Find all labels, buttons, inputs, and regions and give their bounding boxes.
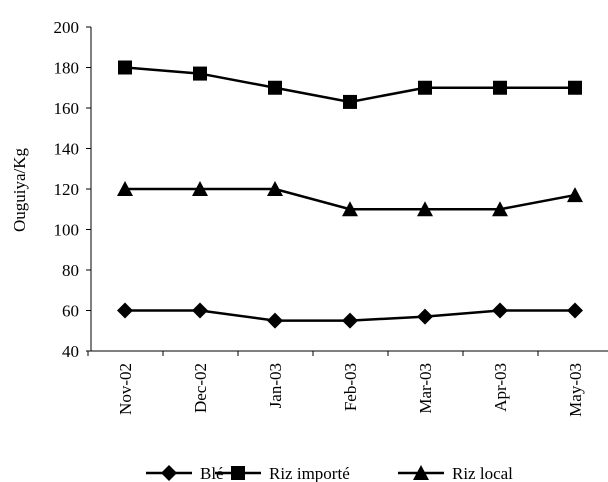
legend-marker [231, 466, 245, 480]
data-point [193, 66, 207, 81]
y-tick-label: 60 [62, 302, 79, 321]
y-tick-label: 160 [54, 99, 80, 118]
data-point [192, 302, 208, 319]
data-point [117, 302, 133, 319]
legend-marker [413, 465, 429, 480]
legend-marker [161, 465, 177, 481]
legend-label: Riz importé [269, 464, 350, 482]
data-point [342, 312, 358, 329]
data-point [567, 187, 583, 203]
x-tick-label: Apr-03 [491, 363, 510, 412]
data-point [192, 181, 208, 196]
data-point [267, 181, 283, 196]
x-tick-label: May-03 [566, 363, 585, 417]
data-point [567, 302, 583, 319]
x-tick-label: Dec-02 [191, 363, 210, 413]
data-point [118, 60, 132, 75]
y-tick-label: 140 [54, 140, 80, 159]
y-tick-label: 100 [54, 221, 80, 240]
legend-label: Blé [200, 464, 224, 482]
legend-label: Riz local [452, 464, 513, 482]
legend: Blé Riz importé Riz local [146, 464, 513, 482]
data-point [268, 80, 282, 95]
y-tick-label: 40 [62, 342, 79, 361]
data-point [417, 308, 433, 325]
plot-area: 40 60 80 100 120 140 160 180 200 Nov-02 Dec-02 Jan-… [54, 18, 608, 417]
data-point [568, 80, 582, 95]
data-point [417, 201, 433, 217]
y-tick-label: 120 [54, 180, 80, 199]
data-point [117, 181, 133, 196]
data-point [492, 201, 508, 217]
x-tick-label: Nov-02 [116, 363, 135, 415]
x-tick-label: Jan-03 [266, 363, 285, 408]
data-point [492, 302, 508, 319]
data-point [342, 201, 358, 217]
x-tick-label: Mar-03 [416, 363, 435, 414]
y-tick-label: 80 [62, 261, 79, 280]
x-tick-label: Feb-03 [341, 363, 360, 411]
data-point [267, 312, 283, 329]
y-tick-label: 180 [54, 59, 80, 78]
data-point [493, 80, 507, 95]
y-axis-title: Ouguiya/Kg [10, 147, 29, 232]
data-point [343, 94, 357, 109]
y-tick-label: 200 [54, 18, 80, 37]
data-point [418, 80, 432, 95]
